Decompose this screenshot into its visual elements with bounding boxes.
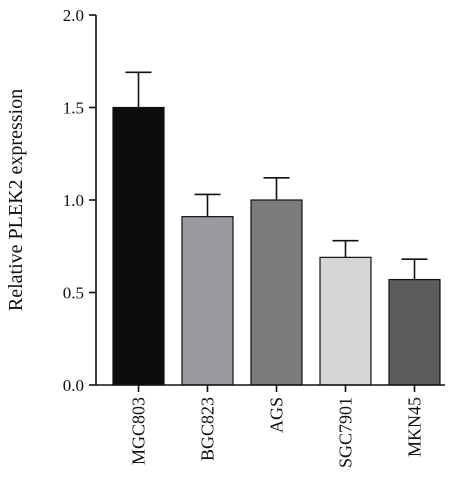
bar-ags (250, 199, 303, 386)
y-tick-label: 2.0 (63, 6, 84, 25)
y-tick-label: 1.5 (63, 99, 84, 118)
x-tick-label: MKN45 (405, 397, 425, 457)
error-bar-sgc7901 (332, 239, 359, 258)
y-tick-label: 1.0 (63, 191, 84, 210)
x-tick-label: MGC803 (129, 397, 149, 465)
x-tick-labels: MGC803 BGC823 AGS SGC7901 MKN45 (129, 385, 425, 468)
y-axis-title: Relative PLEK2 expression (5, 89, 27, 311)
y-tick-label: 0.0 (63, 376, 84, 395)
bar-mgc803 (112, 106, 165, 386)
x-tick-label: BGC823 (198, 397, 218, 461)
bars-layer (112, 106, 441, 386)
bar-sgc7901 (319, 256, 372, 386)
x-tick-label: AGS (267, 397, 287, 433)
bar-mkn45 (388, 278, 441, 386)
error-bars-layer (125, 71, 428, 280)
y-tick-label: 0.5 (63, 284, 84, 303)
error-bar-mgc803 (125, 71, 152, 108)
error-bar-mkn45 (401, 258, 428, 280)
y-ticks: 0.0 0.5 1.0 1.5 2.0 (63, 6, 96, 395)
error-bar-ags (263, 177, 290, 200)
error-bar-bgc823 (194, 193, 221, 217)
bar-bgc823 (181, 216, 234, 386)
x-tick-label: SGC7901 (336, 397, 356, 468)
